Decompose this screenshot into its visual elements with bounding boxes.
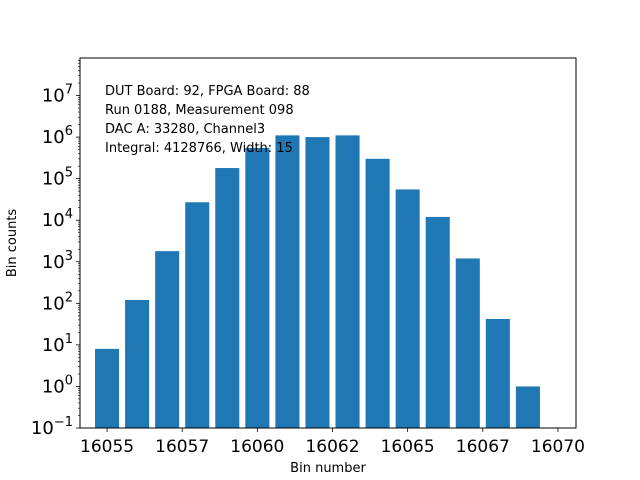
y-tick-label: 107 — [42, 83, 73, 107]
x-tick-label: 16057 — [155, 437, 209, 457]
annotation-line: DAC A: 33280, Channel3 — [105, 122, 265, 137]
bar — [365, 158, 390, 428]
plot-frame — [79, 57, 577, 429]
annotation-line: Run 0188, Measurement 098 — [105, 103, 294, 118]
x-tick-label: 16060 — [230, 437, 284, 457]
bar — [245, 147, 270, 428]
bar — [185, 202, 210, 428]
bar — [515, 386, 540, 428]
annotation-line: Integral: 4128766, Width: 15 — [105, 141, 293, 156]
bar — [485, 318, 510, 428]
y-tick-label: 103 — [42, 249, 73, 273]
x-tick-label: 16065 — [381, 437, 435, 457]
y-tick-label: 106 — [42, 124, 73, 148]
bar — [155, 251, 180, 428]
y-tick-label: 105 — [42, 166, 73, 190]
x-tick-label: 16070 — [531, 437, 585, 457]
bars-group — [95, 135, 540, 429]
x-tick-label: 16055 — [80, 437, 134, 457]
y-tick-label: 101 — [42, 332, 73, 356]
bar — [455, 258, 480, 428]
bar — [95, 348, 120, 428]
y-axis-label: Bin counts — [5, 209, 20, 278]
x-axis-label: Bin number — [290, 461, 366, 476]
y-tick-label: 102 — [42, 290, 73, 314]
y-tick-label: 10−1 — [31, 415, 73, 439]
bar — [395, 189, 420, 428]
y-axis: 10−1 100 101 102 103 104 105 106 107 — [31, 60, 80, 439]
bar — [215, 168, 240, 429]
y-tick-label: 100 — [42, 373, 73, 397]
bar — [425, 216, 450, 428]
y-tick-label: 104 — [42, 207, 73, 231]
x-tick-label: 16062 — [305, 437, 359, 457]
bar — [125, 300, 150, 428]
x-axis: 16055 16057 16060 16062 16065 16067 16070 — [80, 428, 585, 457]
annotation-line: DUT Board: 92, FPGA Board: 88 — [105, 84, 310, 99]
bar — [305, 137, 330, 428]
x-tick-label: 16067 — [456, 437, 510, 457]
bar — [275, 135, 300, 428]
bar — [335, 135, 360, 428]
annotation-block: DUT Board: 92, FPGA Board: 88 Run 0188, M… — [105, 84, 310, 156]
